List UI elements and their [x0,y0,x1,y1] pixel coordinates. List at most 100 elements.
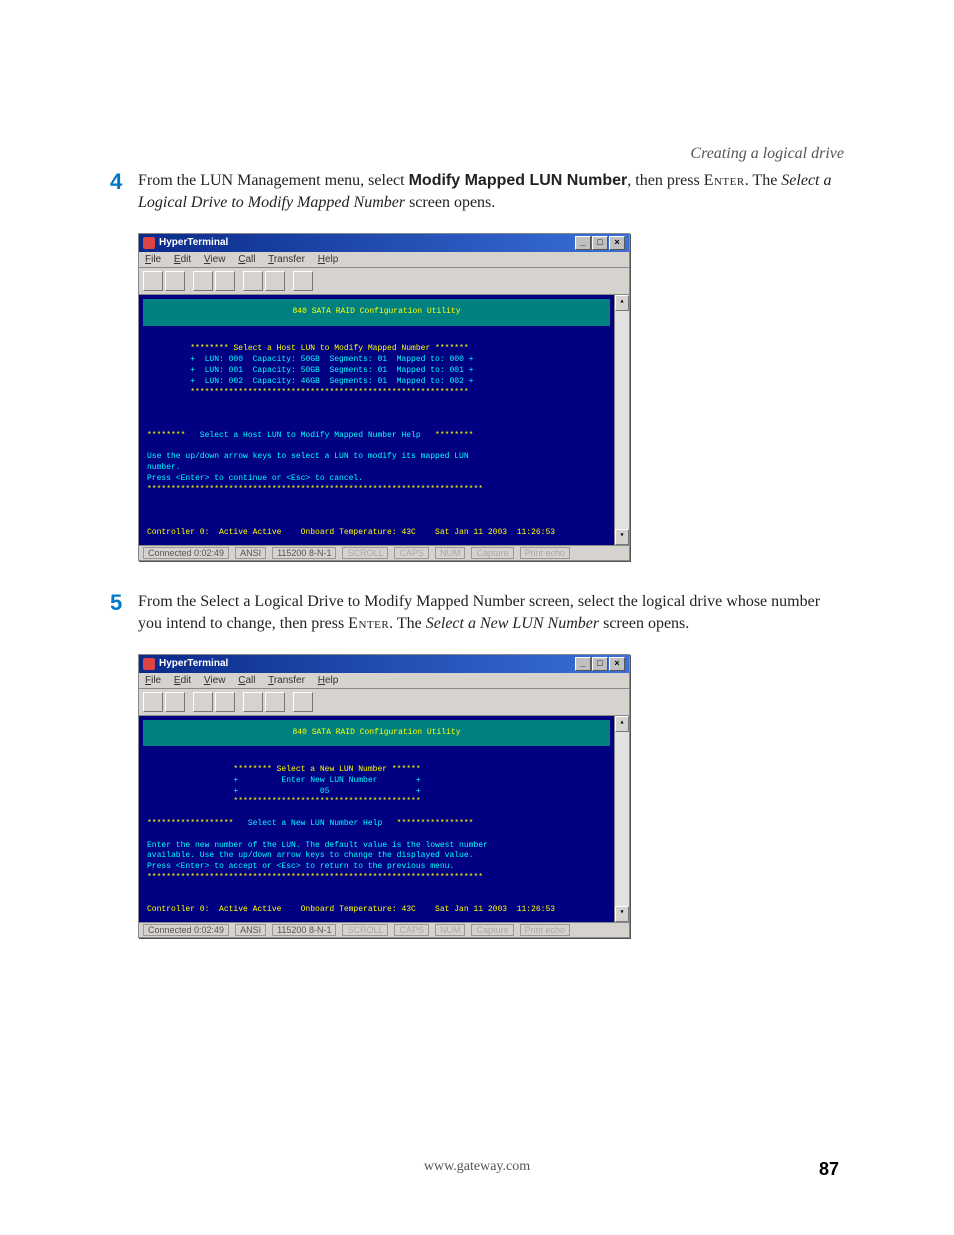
controller-status: Controller 0: Active Active Onboard Temp… [147,905,555,914]
section-header: Creating a logical drive [690,145,844,163]
minimize-button[interactable]: _ [575,657,591,671]
toolbar-button[interactable] [265,271,285,291]
window-title: HyperTerminal [159,237,228,248]
app-icon [143,237,155,249]
menu-file[interactable]: File [145,675,161,686]
status-printecho: Print echo [520,924,571,936]
status-caps: CAPS [394,547,429,559]
menu-view[interactable]: View [204,675,226,686]
t: screen opens. [405,194,495,211]
window-titlebar: HyperTerminal _ □ × [139,234,629,252]
t: , then press [627,172,703,189]
sep: ****************************************… [147,873,483,882]
sep: ****************************************… [147,388,469,397]
status-scroll: SCROLL [342,924,388,936]
menu-edit[interactable]: Edit [174,675,191,686]
help-line: Use the up/down arrow keys to select a L… [147,452,469,461]
scrollbar[interactable]: ▴ ▾ [614,716,629,923]
lun-row: + LUN: 000 Capacity: 50GB Segments: 01 M… [147,355,473,364]
minimize-button[interactable]: _ [575,236,591,250]
menu-file[interactable]: File [145,254,161,265]
menu-transfer[interactable]: Transfer [268,675,305,686]
step-text: From the Select a Logical Drive to Modif… [138,591,844,636]
t: . The [745,172,782,189]
toolbar-button[interactable] [293,692,313,712]
status-emulation: ANSI [235,547,266,559]
page-footer: www.gateway.com 87 [0,1159,954,1175]
menu-help[interactable]: Help [318,675,339,686]
status-capture: Capture [471,547,513,559]
close-button[interactable]: × [609,657,625,671]
scroll-up-button[interactable]: ▴ [615,295,629,311]
toolbar [139,268,629,295]
list-header: ******** Select a New LUN Number ****** [147,765,421,774]
help-line: Press <Enter> to continue or <Esc> to ca… [147,474,363,483]
terminal-body: 840 SATA RAID Configuration Utility ****… [139,716,614,923]
status-baud: 115200 8-N-1 [272,924,336,936]
status-num: NUM [435,924,466,936]
controller-status: Controller 0: Active Active Onboard Temp… [147,528,555,537]
step-number: 5 [110,591,138,636]
menu-edit[interactable]: Edit [174,254,191,265]
menu-transfer[interactable]: Transfer [268,254,305,265]
close-button[interactable]: × [609,236,625,250]
toolbar [139,689,629,716]
status-caps: CAPS [394,924,429,936]
menu-bar[interactable]: File Edit View Call Transfer Help [139,673,629,689]
page-number: 87 [819,1159,839,1180]
toolbar-button[interactable] [193,271,213,291]
step-text: From the LUN Management menu, select Mod… [138,170,844,215]
maximize-button[interactable]: □ [592,657,608,671]
step-5: 5 From the Select a Logical Drive to Mod… [110,591,844,636]
menu-bar[interactable]: File Edit View Call Transfer Help [139,252,629,268]
status-emulation: ANSI [235,924,266,936]
toolbar-button[interactable] [143,271,163,291]
status-connected: Connected 0:02:49 [143,547,229,559]
step-number: 4 [110,170,138,215]
scroll-track[interactable] [615,732,629,907]
t: screen opens. [599,615,689,632]
status-num: NUM [435,547,466,559]
menu-call[interactable]: Call [238,254,255,265]
toolbar-button[interactable] [215,271,235,291]
toolbar-button[interactable] [165,271,185,291]
sep: ****************************************… [147,485,483,494]
hyperterminal-window-1: HyperTerminal _ □ × File Edit View Call … [138,233,630,561]
status-bar: Connected 0:02:49 ANSI 115200 8-N-1 SCRO… [139,922,629,937]
toolbar-button[interactable] [243,692,263,712]
status-baud: 115200 8-N-1 [272,547,336,559]
utility-banner: 840 SATA RAID Configuration Utility [143,299,610,326]
help-line: number. [147,463,181,472]
help-title: ****************** Select a New LUN Numb… [147,819,473,828]
footer-url: www.gateway.com [424,1159,530,1174]
toolbar-button[interactable] [165,692,185,712]
menu-help[interactable]: Help [318,254,339,265]
help-line: Press <Enter> to accept or <Esc> to retu… [147,862,454,871]
terminal-body: 840 SATA RAID Configuration Utility ****… [139,295,614,545]
menu-call[interactable]: Call [238,675,255,686]
maximize-button[interactable]: □ [592,236,608,250]
list-header: ******** Select a Host LUN to Modify Map… [147,344,469,353]
input-row: + Enter New LUN Number + [147,776,421,785]
screen-name: Select a New LUN Number [426,615,599,632]
toolbar-button[interactable] [293,271,313,291]
menu-choice: Modify Mapped LUN Number [409,172,628,189]
toolbar-button[interactable] [143,692,163,712]
scroll-down-button[interactable]: ▾ [615,906,629,922]
t: . The [389,615,426,632]
status-scroll: SCROLL [342,547,388,559]
key-enter: Enter [704,172,745,189]
toolbar-button[interactable] [243,271,263,291]
input-row: + 05 + [147,787,421,796]
scroll-up-button[interactable]: ▴ [615,716,629,732]
toolbar-button[interactable] [215,692,235,712]
window-titlebar: HyperTerminal _ □ × [139,655,629,673]
toolbar-button[interactable] [193,692,213,712]
app-icon [143,658,155,670]
menu-view[interactable]: View [204,254,226,265]
scroll-track[interactable] [615,311,629,529]
scroll-down-button[interactable]: ▾ [615,529,629,545]
toolbar-button[interactable] [265,692,285,712]
lun-row: + LUN: 001 Capacity: 50GB Segments: 01 M… [147,366,473,375]
scrollbar[interactable]: ▴ ▾ [614,295,629,545]
